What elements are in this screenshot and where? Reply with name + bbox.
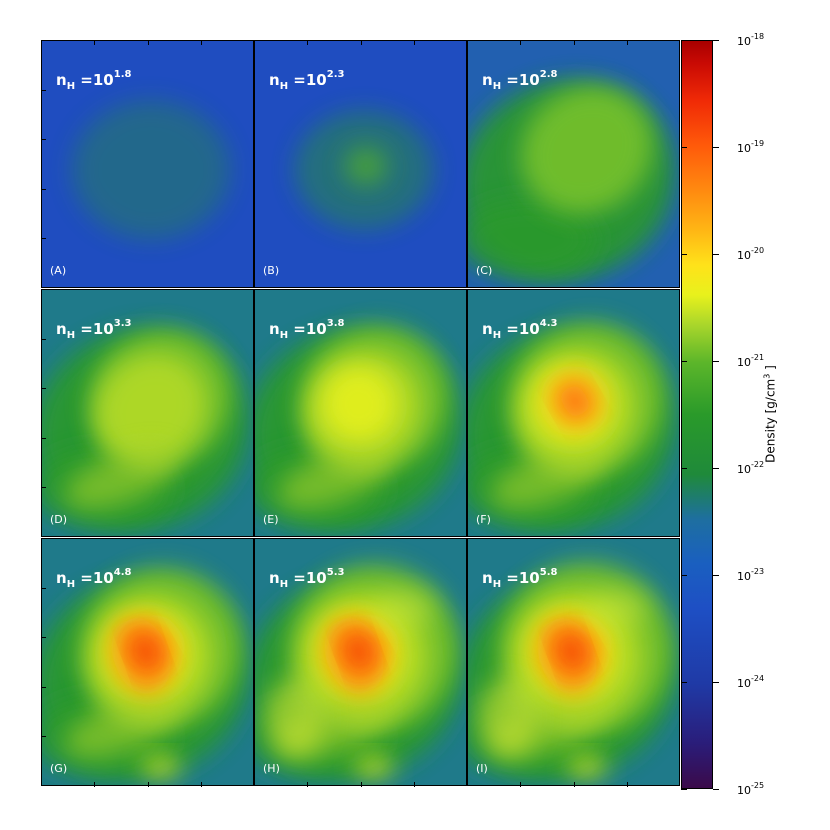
axis-tick [41, 437, 46, 439]
panel-a: nH =101.8 (A) [41, 40, 254, 288]
colorbar-tick [713, 789, 719, 790]
axis-tick [520, 40, 522, 45]
colorbar-tick [713, 147, 719, 148]
axis-tick [573, 782, 575, 787]
colorbar-tick-label: 10-19 [737, 139, 765, 155]
colorbar-tick [681, 361, 687, 362]
axis-tick [413, 40, 415, 45]
axis-tick [41, 89, 46, 91]
panel-letter: (C) [476, 264, 493, 277]
axis-tick [41, 188, 46, 190]
axis-tick [626, 40, 628, 45]
panel-letter: (B) [263, 264, 280, 277]
axis-tick [41, 637, 46, 639]
axis-tick [94, 40, 96, 45]
colorbar-tick-label: 10-22 [737, 460, 765, 476]
density-threshold-label: nH =103.3 [56, 318, 132, 341]
panel-letter: (A) [50, 264, 67, 277]
colorbar-tick [681, 254, 687, 255]
colorbar-tick [681, 147, 687, 148]
colorbar-tick [713, 575, 719, 576]
colorbar-tick [681, 40, 687, 41]
density-map [255, 539, 466, 785]
colorbar-tick-label: 10-24 [737, 674, 765, 690]
panel-b: nH =102.3 (B) [254, 40, 467, 288]
axis-tick [41, 587, 46, 589]
panel-letter: (G) [50, 762, 68, 775]
density-map [42, 41, 253, 287]
axis-tick [41, 338, 46, 340]
axis-tick [307, 40, 309, 45]
panel-d: nH =103.3 (D) [41, 289, 254, 537]
axis-tick [41, 736, 46, 738]
density-threshold-label: nH =102.3 [269, 69, 345, 92]
panel-c: nH =102.8 (C) [467, 40, 680, 288]
colorbar-tick [713, 40, 719, 41]
axis-tick [41, 487, 46, 489]
density-threshold-label: nH =105.3 [269, 567, 345, 590]
axis-tick [520, 782, 522, 787]
axis-tick [200, 40, 202, 45]
density-map [255, 290, 466, 536]
panel-e: nH =103.8 (E) [254, 289, 467, 537]
panel-letter: (E) [263, 513, 279, 526]
colorbar-tick [681, 682, 687, 683]
density-threshold-label: nH =104.8 [56, 567, 132, 590]
panel-letter: (F) [476, 513, 491, 526]
axis-tick [41, 139, 46, 141]
axis-tick [360, 782, 362, 787]
panel-f: nH =104.3 (F) [467, 289, 680, 537]
axis-tick [147, 40, 149, 45]
density-map [255, 41, 466, 287]
panel-i: nH =105.8 (I) [467, 538, 680, 786]
density-threshold-label: nH =105.8 [482, 567, 558, 590]
axis-tick [626, 782, 628, 787]
colorbar-tick [713, 361, 719, 362]
panel-h: nH =105.3 (H) [254, 538, 467, 786]
panel-letter: (I) [476, 762, 488, 775]
density-threshold-label: nH =103.8 [269, 318, 345, 341]
panel-letter: (H) [263, 762, 280, 775]
axis-tick [41, 388, 46, 390]
density-map [468, 290, 679, 536]
panel-g: nH =104.8 (G) [41, 538, 254, 786]
axis-tick [41, 686, 46, 688]
colorbar-title: Density [g/cm3 ] [762, 365, 778, 463]
colorbar-tick-label: 10-25 [737, 781, 765, 797]
colorbar [681, 40, 713, 789]
axis-tick [200, 782, 202, 787]
colorbar-tick [713, 254, 719, 255]
axis-tick [41, 238, 46, 240]
colorbar-tick-label: 10-23 [737, 567, 765, 583]
colorbar-tick [713, 682, 719, 683]
axis-tick [307, 782, 309, 787]
density-threshold-label: nH =102.8 [482, 69, 558, 92]
density-threshold-label: nH =104.3 [482, 318, 558, 341]
panel-letter: (D) [50, 513, 68, 526]
colorbar-tick-label: 10-18 [737, 32, 765, 48]
axis-tick [573, 40, 575, 45]
colorbar-tick [681, 468, 687, 469]
density-map [42, 290, 253, 536]
axis-tick [360, 40, 362, 45]
colorbar-tick-label: 10-21 [737, 353, 765, 369]
colorbar-tick [713, 468, 719, 469]
colorbar-tick [681, 575, 687, 576]
axis-tick [413, 782, 415, 787]
axis-tick [147, 782, 149, 787]
density-threshold-label: nH =101.8 [56, 69, 132, 92]
density-map [468, 539, 679, 785]
colorbar-tick [681, 789, 687, 790]
colorbar-tick-label: 10-20 [737, 246, 765, 262]
density-map [468, 41, 679, 287]
density-map [42, 539, 253, 785]
axis-tick [94, 782, 96, 787]
